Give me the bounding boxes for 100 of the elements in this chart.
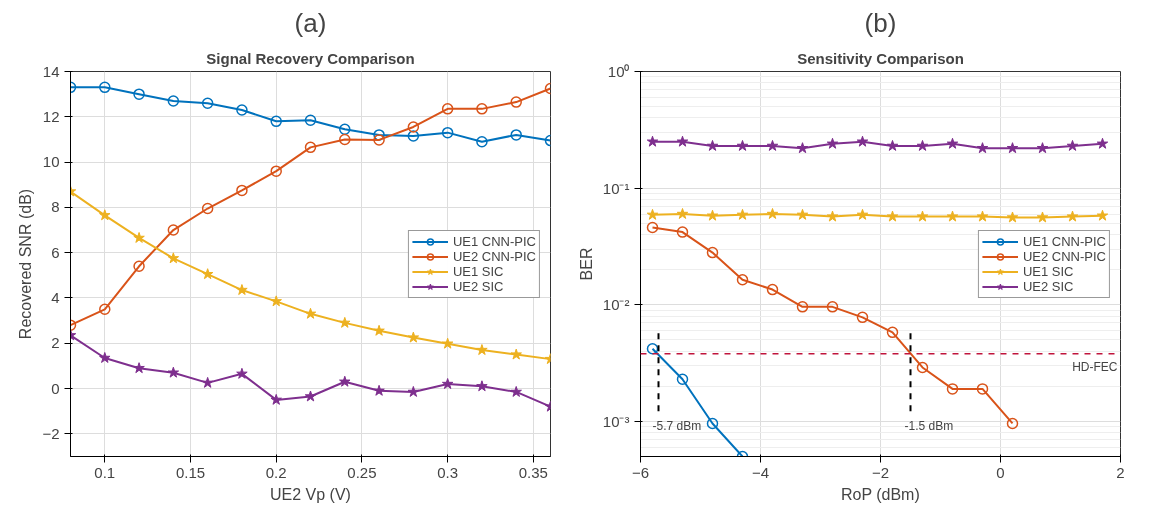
point [407, 130, 420, 142]
point [476, 103, 488, 115]
point [1066, 210, 1079, 222]
y-tick-label: 10⁻³ [602, 412, 630, 430]
point [646, 342, 659, 355]
point [133, 231, 145, 243]
point [510, 385, 522, 397]
legend-label: UE2 SIC [1022, 278, 1074, 294]
point [407, 385, 420, 397]
point [946, 137, 959, 149]
ref-line-label: HD-FEC [1072, 359, 1118, 374]
point [99, 351, 111, 363]
y-tick-label: 10⁻² [602, 296, 630, 314]
point [133, 260, 145, 272]
x-tick-label: 2 [1116, 463, 1125, 481]
point [976, 142, 989, 154]
point [1006, 417, 1019, 430]
point [1036, 142, 1049, 154]
point [373, 324, 385, 336]
legend-label: UE2 CNN-PIC [452, 248, 536, 264]
point [99, 81, 111, 94]
point [736, 139, 749, 151]
point [304, 141, 317, 154]
y-axis-title: Recovered SNR (dB) [17, 188, 35, 340]
point [796, 142, 809, 154]
point [946, 383, 959, 395]
point [676, 226, 689, 238]
point [736, 208, 749, 220]
y-tick-label: 10 [42, 153, 60, 171]
legend-label: UE1 CNN-PIC [452, 233, 536, 249]
point [856, 135, 869, 147]
point [339, 123, 351, 135]
point [1036, 211, 1049, 223]
x-tick-label: 0.3 [437, 463, 459, 481]
legend-label: UE2 CNN-PIC [1022, 248, 1106, 264]
point [236, 104, 248, 116]
point [856, 208, 869, 220]
point [510, 348, 522, 360]
chart-title: (a) [294, 7, 327, 38]
y-tick-label: 4 [51, 288, 60, 306]
point [1006, 211, 1019, 223]
point [441, 126, 454, 139]
point [441, 337, 454, 349]
y-tick-label: 2 [51, 334, 60, 352]
point [886, 139, 899, 151]
point [826, 301, 839, 313]
point [201, 268, 214, 280]
x-tick-label: −6 [631, 463, 650, 481]
point [976, 383, 989, 395]
point [476, 344, 488, 356]
point [236, 367, 248, 379]
point [886, 210, 899, 222]
point [167, 366, 180, 378]
y-tick-label: −2 [42, 424, 60, 442]
point [270, 115, 282, 128]
point [916, 210, 929, 222]
point [766, 208, 779, 219]
point [796, 301, 809, 313]
chart-subtitle: Sensitivity Comparison [797, 49, 964, 67]
point [201, 97, 214, 109]
point [676, 373, 689, 385]
y-tick-label: 8 [51, 198, 60, 216]
point [1006, 142, 1019, 154]
point [407, 331, 420, 343]
point [476, 380, 488, 392]
y-tick-label: 10⁰ [607, 63, 630, 80]
x-axis-title: UE2 Vp (V) [270, 485, 351, 503]
point [270, 295, 282, 307]
point [201, 202, 214, 215]
point [916, 361, 929, 374]
y-axis-title: BER [577, 247, 595, 281]
legend-label: UE2 SIC [452, 278, 504, 294]
x-tick-label: 0.2 [265, 463, 287, 481]
point [510, 96, 522, 108]
point [646, 221, 659, 234]
x-axis-title: RoP (dBm) [840, 485, 920, 503]
point [676, 208, 689, 219]
point [133, 362, 145, 374]
y-tick-label: 12 [42, 107, 60, 125]
point [407, 121, 420, 133]
point [167, 95, 180, 107]
x-tick-label: 0.35 [518, 463, 548, 481]
point [706, 209, 719, 221]
point [646, 208, 659, 220]
ref-line-label: -1.5 dBm [904, 419, 954, 434]
point [946, 210, 959, 222]
point [270, 165, 282, 177]
point [766, 139, 779, 151]
point [304, 390, 317, 402]
y-tick-label: 10⁻¹ [602, 179, 630, 197]
point [796, 208, 809, 220]
point [826, 137, 839, 149]
point [706, 417, 719, 430]
point [441, 103, 454, 115]
point [339, 316, 351, 328]
point [706, 139, 719, 151]
point [236, 284, 248, 295]
point [1096, 137, 1109, 149]
point [304, 307, 317, 319]
point [510, 129, 522, 141]
